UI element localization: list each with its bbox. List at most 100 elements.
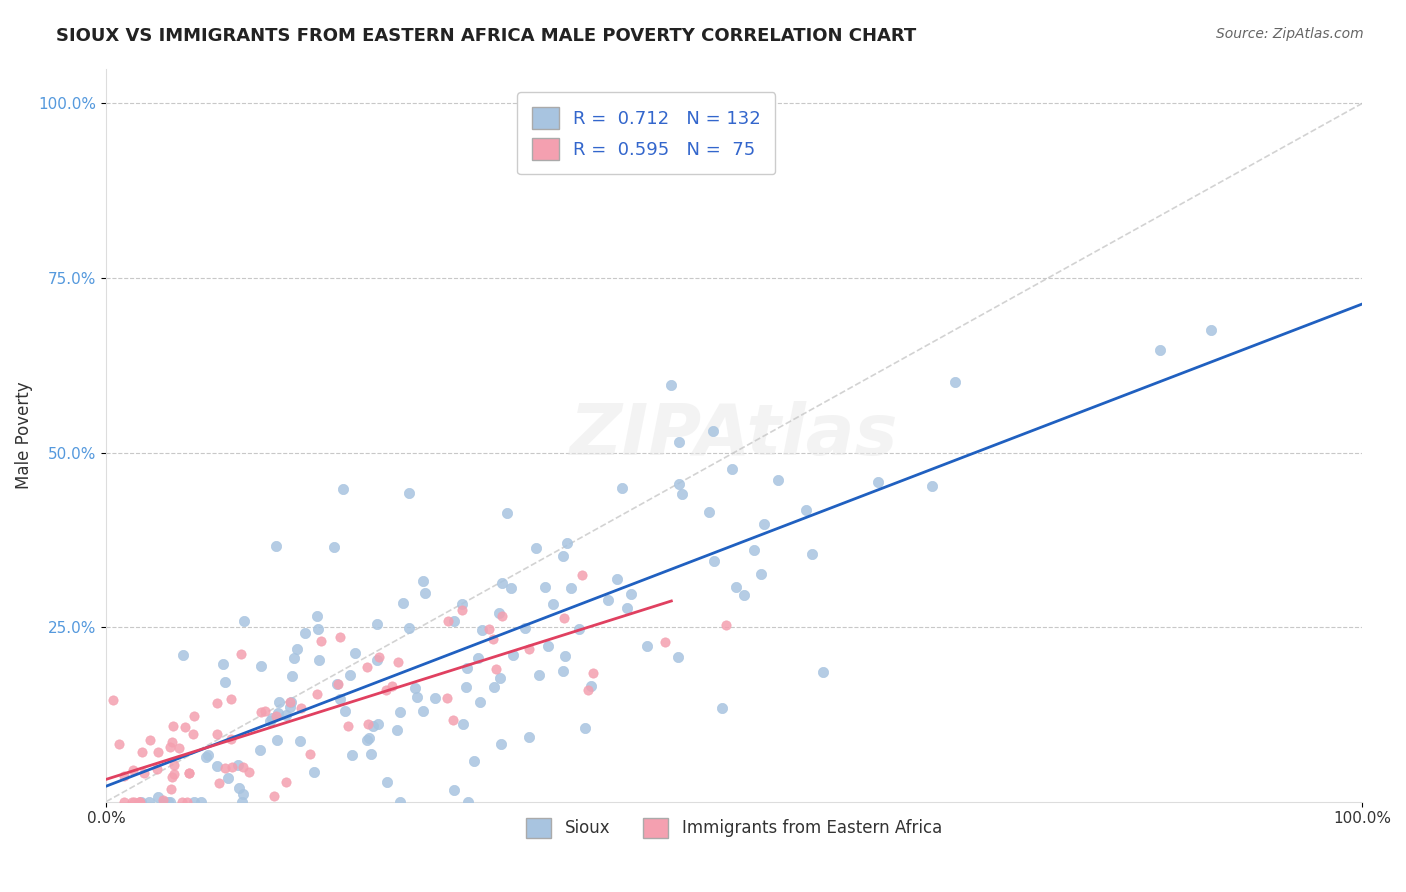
Point xyxy=(1149,343,1171,358)
Point xyxy=(288,734,311,748)
Point xyxy=(278,699,301,714)
Point xyxy=(305,608,328,623)
Point xyxy=(101,692,124,706)
Point xyxy=(482,681,505,695)
Point xyxy=(311,634,333,648)
Point xyxy=(307,687,329,701)
Point xyxy=(576,682,599,697)
Point xyxy=(146,745,169,759)
Point xyxy=(668,650,690,665)
Point xyxy=(406,690,429,704)
Point xyxy=(160,734,183,748)
Point xyxy=(568,622,591,636)
Point xyxy=(228,757,250,772)
Point xyxy=(160,770,183,784)
Point xyxy=(375,775,398,789)
Point xyxy=(742,542,765,557)
Point xyxy=(280,695,302,709)
Point xyxy=(162,767,184,781)
Point xyxy=(264,539,287,553)
Point xyxy=(294,625,316,640)
Point xyxy=(274,707,297,722)
Point xyxy=(112,769,135,783)
Point xyxy=(205,759,228,773)
Point xyxy=(194,750,217,764)
Point xyxy=(163,758,186,772)
Point xyxy=(326,677,349,691)
Point xyxy=(212,657,235,671)
Point xyxy=(553,611,575,625)
Point xyxy=(361,719,384,733)
Point xyxy=(266,709,288,723)
Point xyxy=(260,711,283,725)
Point xyxy=(412,705,434,719)
Point xyxy=(387,655,409,669)
Point xyxy=(375,683,398,698)
Point xyxy=(129,795,152,809)
Point xyxy=(470,694,492,708)
Point xyxy=(259,714,281,728)
Point xyxy=(263,789,285,804)
Point xyxy=(173,720,195,734)
Point xyxy=(335,704,357,718)
Point xyxy=(219,732,242,747)
Point xyxy=(733,588,755,602)
Point xyxy=(176,795,198,809)
Point xyxy=(205,726,228,740)
Point xyxy=(340,747,363,762)
Point xyxy=(205,696,228,710)
Point xyxy=(581,666,603,681)
Point xyxy=(463,754,485,768)
Point xyxy=(581,679,603,693)
Point xyxy=(488,606,510,620)
Point xyxy=(366,616,388,631)
Point xyxy=(231,647,253,661)
Point xyxy=(325,677,347,691)
Point xyxy=(172,648,194,662)
Point xyxy=(357,731,380,745)
Point xyxy=(343,646,366,660)
Point xyxy=(560,582,582,596)
Point xyxy=(794,502,817,516)
Point xyxy=(336,718,359,732)
Point xyxy=(381,679,404,693)
Point xyxy=(551,664,574,678)
Point xyxy=(179,766,201,780)
Point xyxy=(702,424,724,438)
Point xyxy=(527,667,550,681)
Point xyxy=(128,795,150,809)
Point xyxy=(128,795,150,809)
Point xyxy=(450,597,472,611)
Point xyxy=(513,621,536,635)
Point xyxy=(659,378,682,392)
Point xyxy=(478,622,501,636)
Y-axis label: Male Poverty: Male Poverty xyxy=(15,381,32,489)
Point xyxy=(436,690,458,705)
Point xyxy=(217,772,239,786)
Point xyxy=(307,622,329,636)
Point xyxy=(921,479,943,493)
Point xyxy=(485,662,508,676)
Point xyxy=(304,764,326,779)
Point xyxy=(356,660,378,674)
Point xyxy=(488,671,510,685)
Point xyxy=(177,765,200,780)
Point xyxy=(724,580,747,594)
Point xyxy=(443,615,465,629)
Point xyxy=(537,640,560,654)
Point xyxy=(456,661,478,675)
Point xyxy=(454,680,477,694)
Point xyxy=(112,795,135,809)
Legend: Sioux, Immigrants from Eastern Africa: Sioux, Immigrants from Eastern Africa xyxy=(520,811,949,845)
Point xyxy=(554,648,576,663)
Point xyxy=(254,704,277,718)
Point xyxy=(122,763,145,777)
Point xyxy=(159,795,181,809)
Point xyxy=(943,375,966,389)
Point xyxy=(654,635,676,649)
Point xyxy=(720,462,742,476)
Point xyxy=(398,486,420,500)
Point xyxy=(308,653,330,667)
Point xyxy=(404,681,426,696)
Point xyxy=(250,658,273,673)
